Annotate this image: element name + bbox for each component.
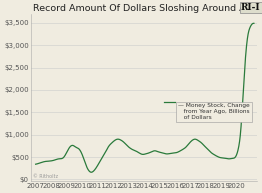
Text: Record Amount Of Dollars Sloshing Around America: Record Amount Of Dollars Sloshing Around… [33, 4, 262, 13]
Text: RI-I: RI-I [241, 3, 261, 12]
Text: — Money Stock, Change
   from Year Ago, Billions
   of Dollars: — Money Stock, Change from Year Ago, Bil… [178, 103, 250, 120]
Text: © Ritholtz: © Ritholtz [33, 174, 58, 179]
